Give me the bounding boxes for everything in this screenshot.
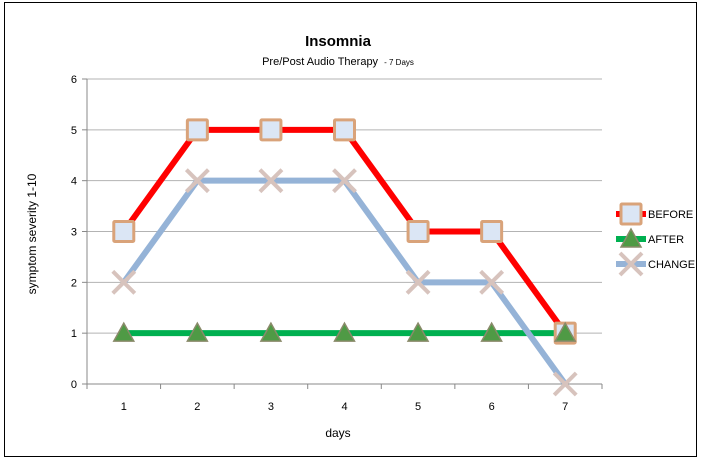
legend-item-before: BEFORE <box>616 202 693 226</box>
chart-subtitle: Pre/Post Audio Therapy <box>262 56 378 68</box>
x-tick-label: 7 <box>562 401 568 413</box>
point-after-6 <box>480 321 503 342</box>
point-before-5 <box>406 220 430 243</box>
x-marker-stroke <box>618 251 644 277</box>
legend-item-change: CHANGE <box>616 251 695 277</box>
axes <box>82 78 603 389</box>
x-marker-stroke <box>552 371 578 397</box>
y-tick-label: 6 <box>71 74 77 86</box>
point-change-4 <box>332 168 357 194</box>
legend-label: AFTER <box>648 234 684 246</box>
point-change-2 <box>184 168 210 194</box>
point-after-5 <box>406 321 430 342</box>
point-change-7 <box>552 371 578 397</box>
point-before-2 <box>185 118 209 142</box>
x-marker-stroke <box>111 269 137 295</box>
point-before-1 <box>112 220 136 243</box>
point-before-6 <box>480 220 504 243</box>
x-marker-stroke <box>258 168 284 194</box>
legend-item-after: AFTER <box>616 227 684 248</box>
legend-label: CHANGE <box>648 259 695 271</box>
point-change-5 <box>405 269 431 295</box>
point-before-3 <box>259 118 283 142</box>
legend-marker <box>618 251 644 277</box>
x-marker-stroke <box>405 269 431 295</box>
x-axis-label: days <box>325 426 350 440</box>
y-tick-label: 2 <box>71 277 77 289</box>
series-markers <box>111 118 578 397</box>
x-tick-label: 1 <box>121 401 127 413</box>
line-chart: 0 1 2 3 4 5 6 1 2 3 4 5 6 7 Insomnia Pre/Post Audio T… <box>25 33 695 440</box>
series-lines <box>121 126 568 386</box>
grid-lines <box>87 78 602 334</box>
x-tick-label: 6 <box>489 401 495 413</box>
y-tick-label: 5 <box>71 125 77 137</box>
point-before-4 <box>333 118 356 142</box>
x-tick-label: 4 <box>341 401 347 413</box>
x-marker-stroke <box>332 168 357 194</box>
point-after-3 <box>259 321 283 342</box>
y-tick-label: 0 <box>71 379 77 391</box>
chart-subtitle-group: Pre/Post Audio Therapy - 7 Days <box>262 56 414 68</box>
point-change-1 <box>111 269 137 295</box>
point-change-6 <box>479 269 505 295</box>
y-axis-label: symptom severity 1-10 <box>25 173 39 294</box>
y-tick-label: 1 <box>71 328 77 340</box>
point-after-4 <box>333 321 356 342</box>
x-marker-stroke <box>479 269 505 295</box>
x-marker-stroke <box>184 168 210 194</box>
point-after-1 <box>112 321 136 342</box>
legend-label: BEFORE <box>648 209 693 221</box>
legend-marker <box>619 227 643 248</box>
x-tick-label: 2 <box>194 401 200 413</box>
legend-marker <box>619 202 643 226</box>
chart-frame: 0 1 2 3 4 5 6 1 2 3 4 5 6 7 Insomnia Pre/Post Audio T… <box>4 2 697 457</box>
point-change-3 <box>258 168 284 194</box>
point-after-7 <box>553 321 577 342</box>
legend: BEFORE AFTER CHANGE <box>616 202 695 277</box>
y-tick-label: 4 <box>71 176 77 188</box>
x-tick-label: 3 <box>268 401 274 413</box>
tick-labels: 0 1 2 3 4 5 6 1 2 3 4 5 6 7 <box>71 74 568 413</box>
point-after-2 <box>186 321 209 342</box>
x-tick-label: 5 <box>415 401 421 413</box>
chart-title: Insomnia <box>305 33 372 50</box>
y-tick-label: 3 <box>71 227 77 239</box>
chart-subtitle-note: - 7 Days <box>384 58 414 67</box>
